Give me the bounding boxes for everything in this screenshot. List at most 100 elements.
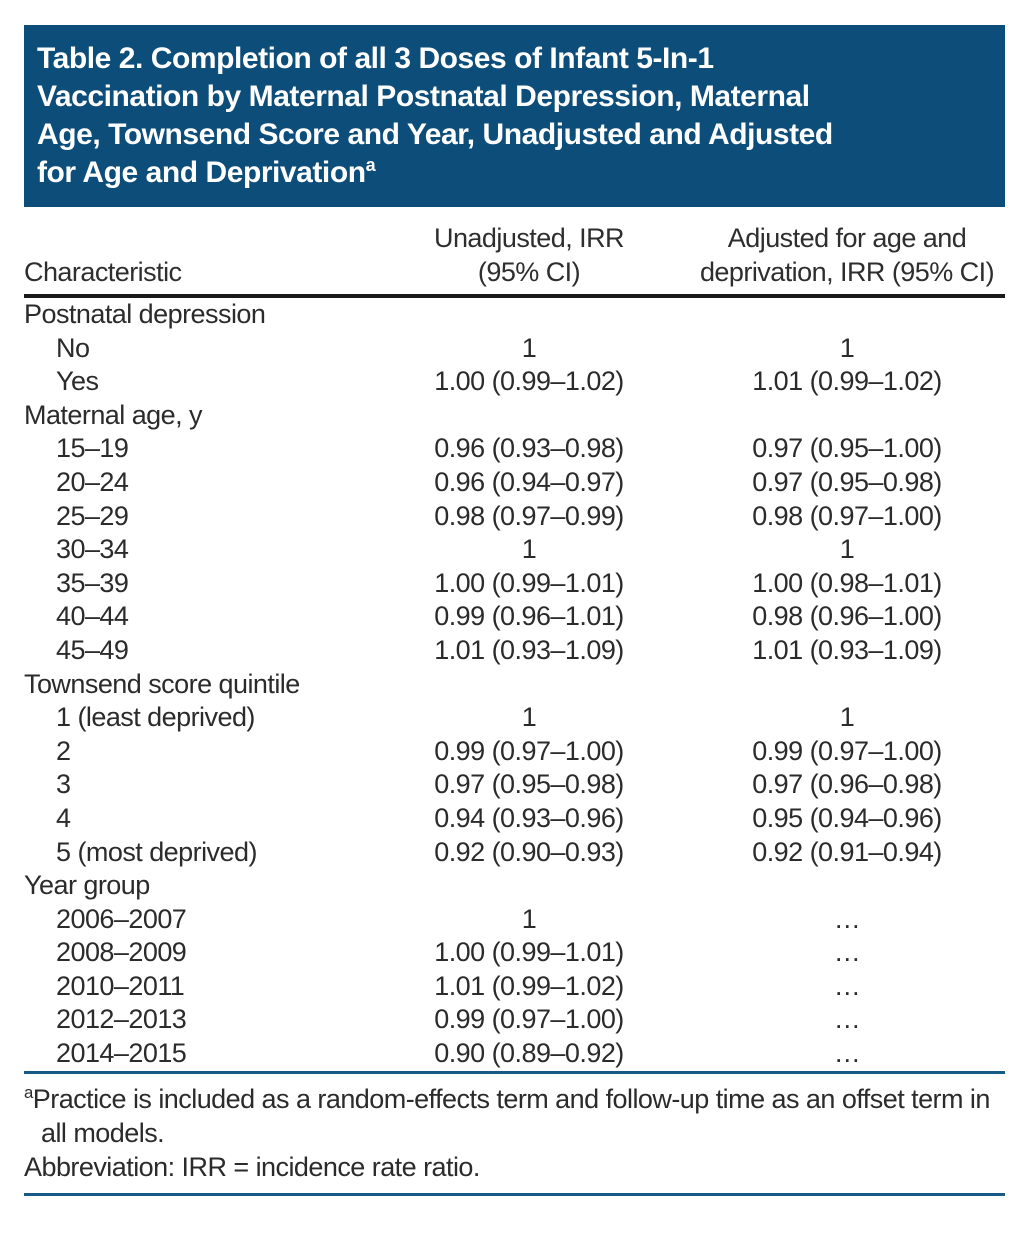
table-row: 5 (most deprived) 0.92 (0.90–0.93) 0.92 … (24, 836, 1005, 870)
table-row: No 1 1 (24, 332, 1005, 366)
row-label: 4 (56, 802, 71, 833)
row-label: No (56, 332, 90, 363)
adjusted-irr-value: 0.97 (0.95–1.00) (752, 433, 942, 464)
table-row: Maternal age, y (24, 399, 1005, 433)
unadjusted-irr-value: 1 (521, 534, 537, 565)
unadjusted-irr-value: 1 (521, 903, 537, 934)
row-label: Year group (24, 870, 150, 901)
row-label: 15–19 (56, 433, 129, 464)
adjusted-irr-value: … (833, 1004, 861, 1035)
row-label: 45–49 (56, 634, 129, 665)
row-label: Townsend score quintile (24, 668, 300, 699)
row-label: 35–39 (56, 567, 129, 598)
adjusted-irr-value: 1.01 (0.99–1.02) (752, 366, 942, 397)
adjusted-irr-value: 0.98 (0.96–1.00) (752, 601, 942, 632)
table-row: Yes 1.00 (0.99–1.02) 1.01 (0.99–1.02) (24, 365, 1005, 399)
adjusted-irr-value: 0.95 (0.94–0.96) (752, 802, 942, 833)
adjusted-irr-value: 0.99 (0.97–1.00) (752, 735, 942, 766)
adjusted-irr-value: 0.97 (0.96–0.98) (752, 769, 942, 800)
column-header-unadjusted: Unadjusted, IRR (95% CI) (369, 221, 689, 289)
table-row: 2012–2013 0.99 (0.97–1.00) … (24, 1003, 1005, 1037)
unadjusted-irr-value: 0.96 (0.94–0.97) (434, 466, 624, 497)
table-row: 15–19 0.96 (0.93–0.98) 0.97 (0.95–1.00) (24, 432, 1005, 466)
row-label: 2012–2013 (56, 1004, 187, 1035)
title-footnote-marker: a (365, 155, 376, 175)
table-row: 2 0.99 (0.97–1.00) 0.99 (0.97–1.00) (24, 735, 1005, 769)
row-label: 2010–2011 (56, 970, 185, 1001)
column-header-unadjusted-line2: (95% CI) (477, 257, 581, 287)
table-title-block: Table 2. Completion of all 3 Doses of In… (24, 25, 1005, 207)
table-row: Postnatal depression (24, 298, 1005, 332)
table-row: Townsend score quintile (24, 668, 1005, 702)
table-row: 2010–2011 1.01 (0.99–1.02) … (24, 970, 1005, 1004)
footnote-abbreviation: Abbreviation: IRR = incidence rate ratio… (24, 1151, 480, 1182)
table-row: 1 (least deprived) 1 1 (24, 701, 1005, 735)
adjusted-irr-value: … (833, 903, 861, 934)
table-row: 4 0.94 (0.93–0.96) 0.95 (0.94–0.96) (24, 802, 1005, 836)
unadjusted-irr-value: 1.01 (0.99–1.02) (434, 970, 624, 1001)
column-header-unadjusted-line1: Unadjusted, IRR (434, 223, 625, 253)
row-label: 2014–2015 (56, 1038, 187, 1069)
footnote-a: aPractice is included as a random-effect… (24, 1082, 1005, 1150)
table-row: 20–24 0.96 (0.94–0.97) 0.97 (0.95–0.98) (24, 466, 1005, 500)
unadjusted-irr-value: 1.00 (0.99–1.01) (434, 567, 624, 598)
table-title-line: Age, Townsend Score and Year, Unadjusted… (37, 118, 833, 151)
row-label: 2008–2009 (56, 937, 187, 968)
table-title-line: Vaccination by Maternal Postnatal Depres… (37, 80, 810, 113)
unadjusted-irr-value: 0.99 (0.97–1.00) (434, 1004, 624, 1035)
unadjusted-irr-value: 0.92 (0.90–0.93) (434, 836, 624, 867)
table-row: 40–44 0.99 (0.96–1.01) 0.98 (0.96–1.00) (24, 600, 1005, 634)
table-column-headers: Characteristic Unadjusted, IRR (95% CI) … (24, 221, 1005, 298)
adjusted-irr-value: 0.92 (0.91–0.94) (752, 836, 942, 867)
row-label: 25–29 (56, 500, 129, 531)
adjusted-irr-value: 1.00 (0.98–1.01) (752, 567, 942, 598)
unadjusted-irr-value: 0.90 (0.89–0.92) (434, 1038, 624, 1069)
table-row: 30–34 1 1 (24, 533, 1005, 567)
table-row: 3 0.97 (0.95–0.98) 0.97 (0.96–0.98) (24, 768, 1005, 802)
adjusted-irr-value: 1 (839, 332, 855, 363)
adjusted-irr-value: 0.98 (0.97–1.00) (752, 500, 942, 531)
row-label: Postnatal depression (24, 299, 266, 329)
adjusted-irr-value: 1 (839, 702, 855, 733)
unadjusted-irr-value: 0.94 (0.93–0.96) (434, 802, 624, 833)
table-body: Postnatal depression No 1 1 Yes 1.00 (0.… (24, 298, 1005, 1074)
column-header-characteristic: Characteristic (24, 257, 182, 287)
row-label: 2 (56, 735, 71, 766)
table-row: 45–49 1.01 (0.93–1.09) 1.01 (0.93–1.09) (24, 634, 1005, 668)
table-title-line: Table 2. Completion of all 3 Doses of In… (37, 42, 714, 75)
row-label: 2006–2007 (56, 903, 187, 934)
unadjusted-irr-value: 0.96 (0.93–0.98) (434, 433, 624, 464)
column-header-adjusted-line1: Adjusted for age and (727, 223, 967, 253)
table-row: 2006–2007 1 … (24, 903, 1005, 937)
footnote-a-marker: a (24, 1082, 33, 1102)
unadjusted-irr-value: 1 (521, 332, 537, 363)
adjusted-irr-value: … (833, 1038, 861, 1069)
row-label: 1 (least deprived) (56, 702, 255, 733)
row-label: Yes (56, 366, 99, 397)
table-row: 35–39 1.00 (0.99–1.01) 1.00 (0.98–1.01) (24, 567, 1005, 601)
adjusted-irr-value: … (833, 970, 861, 1001)
row-label: 5 (most deprived) (56, 836, 257, 867)
table-row: 2014–2015 0.90 (0.89–0.92) … (24, 1037, 1005, 1071)
adjusted-irr-value: 1.01 (0.93–1.09) (752, 634, 942, 665)
table-row: 25–29 0.98 (0.97–0.99) 0.98 (0.97–1.00) (24, 500, 1005, 534)
unadjusted-irr-value: 1.00 (0.99–1.01) (434, 937, 624, 968)
table-title-line: for Age and Deprivationa (37, 154, 993, 192)
unadjusted-irr-value: 1.00 (0.99–1.02) (434, 366, 624, 397)
row-label: Maternal age, y (24, 399, 203, 430)
row-label: 20–24 (56, 466, 129, 497)
unadjusted-irr-value: 0.99 (0.96–1.01) (434, 601, 624, 632)
journal-table-figure: Table 2. Completion of all 3 Doses of In… (0, 25, 1027, 1245)
row-label: 30–34 (56, 534, 129, 565)
table-row: 2008–2009 1.00 (0.99–1.01) … (24, 936, 1005, 970)
unadjusted-irr-value: 0.97 (0.95–0.98) (434, 769, 624, 800)
row-label: 3 (56, 769, 71, 800)
table-title-text: for Age and Deprivation (37, 156, 366, 189)
adjusted-irr-value: 0.97 (0.95–0.98) (752, 466, 942, 497)
unadjusted-irr-value: 1.01 (0.93–1.09) (434, 634, 624, 665)
unadjusted-irr-value: 0.99 (0.97–1.00) (434, 735, 624, 766)
footnote-a-text: Practice is included as a random-effects… (32, 1083, 991, 1148)
unadjusted-irr-value: 0.98 (0.97–0.99) (434, 500, 624, 531)
column-header-adjusted: Adjusted for age and deprivation, IRR (9… (689, 221, 1005, 289)
column-header-adjusted-line2: deprivation, IRR (95% CI) (699, 257, 995, 287)
